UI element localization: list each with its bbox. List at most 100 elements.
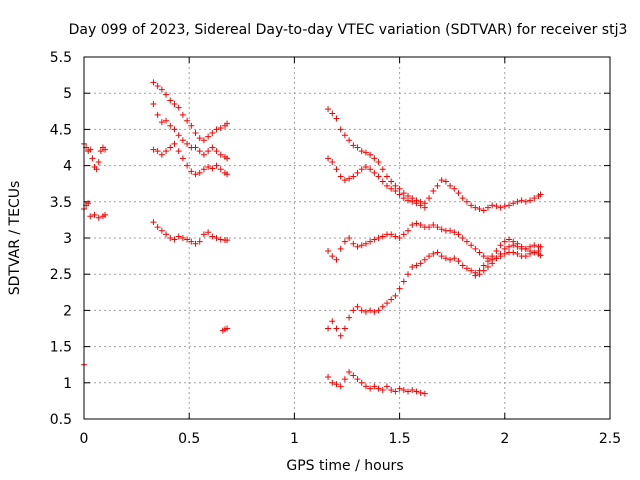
y-tick-label: 3.5 — [50, 195, 72, 211]
data-point — [192, 130, 199, 137]
data-point — [341, 325, 348, 332]
data-point — [200, 231, 207, 238]
data-point — [447, 182, 454, 189]
data-point — [522, 253, 529, 260]
data-point — [354, 243, 361, 250]
data-point — [421, 256, 428, 263]
data-point — [388, 231, 395, 238]
data-point — [506, 236, 513, 243]
data-point — [375, 235, 382, 241]
data-point — [93, 166, 100, 173]
data-point — [426, 195, 433, 202]
data-point — [158, 86, 165, 93]
data-point — [447, 256, 454, 263]
data-point — [362, 308, 369, 315]
data-point — [167, 144, 174, 151]
data-point — [175, 233, 182, 240]
data-point — [91, 211, 98, 218]
data-point — [325, 248, 332, 255]
data-point — [417, 221, 424, 228]
y-tick-label: 4 — [63, 159, 72, 175]
data-point — [200, 166, 207, 173]
series-track-11 — [325, 220, 544, 263]
data-point — [531, 195, 538, 202]
data-point — [346, 137, 353, 144]
data-point — [346, 368, 353, 375]
series-track-8 — [219, 325, 231, 334]
data-point — [179, 111, 186, 118]
data-point — [480, 262, 487, 269]
data-point — [421, 204, 428, 211]
data-point — [413, 220, 420, 227]
data-point — [325, 155, 332, 162]
data-point — [333, 166, 340, 173]
data-point — [501, 203, 508, 210]
data-point — [379, 387, 386, 394]
data-point — [430, 250, 437, 257]
data-point — [179, 235, 186, 241]
data-point — [455, 258, 462, 265]
data-point — [184, 236, 191, 243]
data-point — [434, 224, 441, 231]
data-point — [375, 385, 382, 392]
data-point — [205, 229, 212, 236]
data-point — [175, 148, 182, 155]
data-point — [188, 122, 195, 129]
data-point — [97, 148, 104, 155]
data-point — [375, 307, 382, 314]
y-tick-label: 1.5 — [50, 340, 72, 356]
data-point — [476, 249, 483, 256]
data-point — [455, 231, 462, 238]
data-point — [325, 374, 332, 381]
data-point — [417, 202, 424, 209]
data-point — [388, 178, 395, 185]
data-point — [455, 190, 462, 197]
data-point — [396, 185, 403, 192]
data-point — [329, 158, 336, 165]
data-point — [367, 238, 374, 245]
data-point — [489, 260, 496, 267]
data-point — [405, 227, 412, 234]
data-point — [468, 267, 475, 274]
data-point — [510, 200, 517, 207]
data-point — [383, 300, 390, 307]
data-point — [354, 376, 361, 383]
data-point — [150, 79, 157, 86]
data-point — [213, 235, 220, 241]
data-point — [184, 140, 191, 147]
data-point — [150, 219, 157, 226]
data-point — [514, 250, 521, 257]
data-point — [400, 231, 407, 238]
data-point — [337, 173, 344, 180]
data-point — [171, 140, 178, 147]
data-point — [472, 204, 479, 211]
data-point — [329, 318, 336, 325]
y-tick-label: 5 — [63, 86, 72, 102]
data-point — [392, 182, 399, 189]
data-point — [392, 292, 399, 299]
data-point — [506, 202, 513, 209]
data-point — [383, 173, 390, 180]
data-point — [188, 168, 195, 175]
data-point — [213, 148, 220, 155]
data-point — [154, 224, 161, 231]
data-point — [409, 198, 416, 205]
x-tick-label: 0.5 — [178, 431, 200, 447]
y-tick-label: 1 — [63, 376, 72, 392]
data-point — [224, 155, 231, 162]
data-point — [102, 211, 109, 218]
data-point — [224, 120, 231, 127]
chart-title: Day 099 of 2023, Sidereal Day-to-day VTE… — [69, 22, 628, 38]
data-point — [367, 307, 374, 314]
data-point — [213, 126, 220, 133]
data-point — [459, 262, 466, 269]
data-point — [484, 258, 491, 265]
data-point — [213, 162, 220, 169]
data-point — [379, 178, 386, 185]
data-point — [87, 213, 94, 220]
data-point — [209, 233, 216, 240]
data-point — [354, 303, 361, 310]
data-point — [489, 253, 496, 260]
data-point — [514, 240, 521, 247]
data-point — [535, 248, 542, 255]
